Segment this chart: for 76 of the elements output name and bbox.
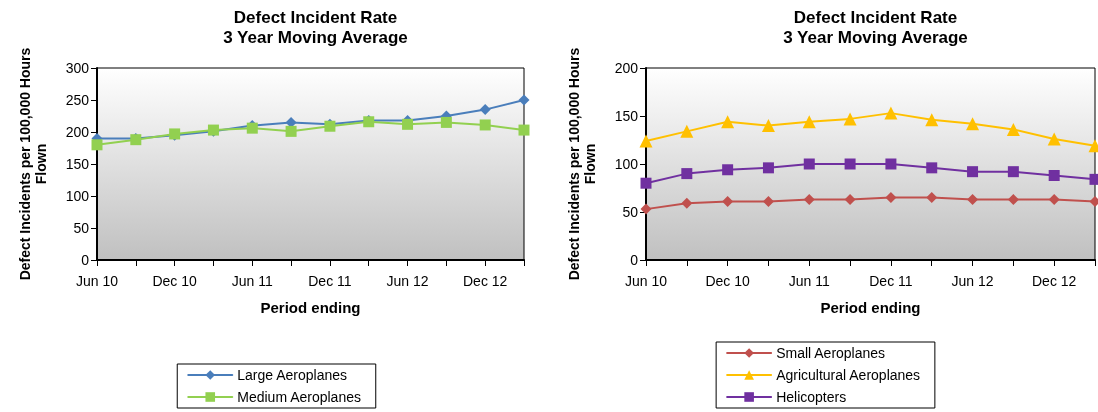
- legend-label: Small Aeroplanes: [776, 345, 886, 361]
- point: [844, 158, 856, 170]
- point: [440, 116, 452, 128]
- point: [285, 125, 297, 137]
- y-axis-title: Defect Incidents per 100,000 Hours Flown: [17, 47, 49, 281]
- point: [803, 194, 815, 206]
- point: [1007, 166, 1019, 178]
- point: [843, 112, 857, 126]
- y-tick-label: 50: [73, 220, 90, 236]
- point: [1048, 194, 1060, 206]
- point: [802, 115, 816, 129]
- x-tick-label: Jun 12: [951, 273, 994, 289]
- point: [1047, 132, 1061, 146]
- x-tick-label: Dec 10: [705, 273, 751, 289]
- x-tick-label: Jun 10: [624, 273, 668, 289]
- point: [967, 194, 979, 206]
- x-tick-label: Jun 10: [75, 273, 119, 289]
- legend-label: Medium Aeroplanes: [237, 389, 361, 405]
- x-tick-label: Jun 12: [386, 273, 429, 289]
- y-tick-label: 100: [65, 188, 90, 204]
- point: [1007, 194, 1019, 206]
- point: [762, 162, 774, 174]
- point: [681, 197, 693, 209]
- x-tick-label: Dec 10: [152, 273, 198, 289]
- point: [966, 117, 980, 131]
- point: [680, 124, 694, 138]
- point: [640, 203, 652, 215]
- y-tick-label: 200: [65, 124, 90, 140]
- x-tick-label: Dec 11: [869, 273, 913, 289]
- legend-label: Large Aeroplanes: [237, 367, 348, 383]
- x-tick-label: Dec 12: [463, 273, 508, 289]
- y-axis-title: Defect Incidents per 100,000 Hours Flown: [566, 47, 598, 281]
- x-tick-label: Dec 11: [308, 273, 352, 289]
- point: [762, 195, 774, 207]
- x-tick-label: Jun 11: [231, 273, 273, 289]
- y-tick-label: 0: [81, 252, 90, 268]
- y-tick-label: 200: [614, 60, 639, 76]
- x-tick-label: Jun 11: [788, 273, 830, 289]
- point: [518, 124, 530, 136]
- y-tick-label: 300: [65, 60, 90, 76]
- y-tick-label: 150: [65, 156, 90, 172]
- point: [479, 119, 491, 131]
- y-tick-label: 100: [614, 156, 639, 172]
- point: [925, 113, 939, 127]
- x-axis-title: Period ending: [820, 299, 921, 316]
- point: [681, 168, 693, 180]
- chart-title: Defect Incident Rate 3 Year Moving Average: [783, 7, 968, 47]
- point: [479, 104, 491, 116]
- point: [722, 164, 734, 176]
- point: [721, 115, 735, 129]
- y-tick-label: 150: [614, 108, 639, 124]
- y-tick-label: 50: [622, 204, 639, 220]
- point: [844, 194, 856, 206]
- legend-label: Helicopters: [776, 389, 847, 405]
- x-axis-title: Period ending: [260, 299, 361, 316]
- point: [761, 119, 775, 133]
- point: [803, 158, 815, 170]
- chart-title: Defect Incident Rate 3 Year Moving Average: [223, 7, 408, 47]
- y-tick-label: 0: [630, 252, 639, 268]
- point: [1006, 122, 1020, 136]
- point: [926, 162, 938, 174]
- point: [885, 192, 897, 204]
- point: [884, 106, 898, 120]
- point: [640, 177, 652, 189]
- point: [885, 158, 897, 170]
- point: [926, 192, 938, 204]
- point: [639, 134, 653, 148]
- point: [967, 166, 979, 178]
- point: [91, 139, 103, 151]
- legend-label: Agricultural Aeroplanes: [776, 367, 921, 383]
- point: [518, 94, 530, 106]
- point: [402, 118, 414, 130]
- y-tick-label: 250: [65, 92, 90, 108]
- point: [722, 195, 734, 207]
- x-tick-label: Dec 12: [1032, 273, 1077, 289]
- point: [1048, 170, 1060, 182]
